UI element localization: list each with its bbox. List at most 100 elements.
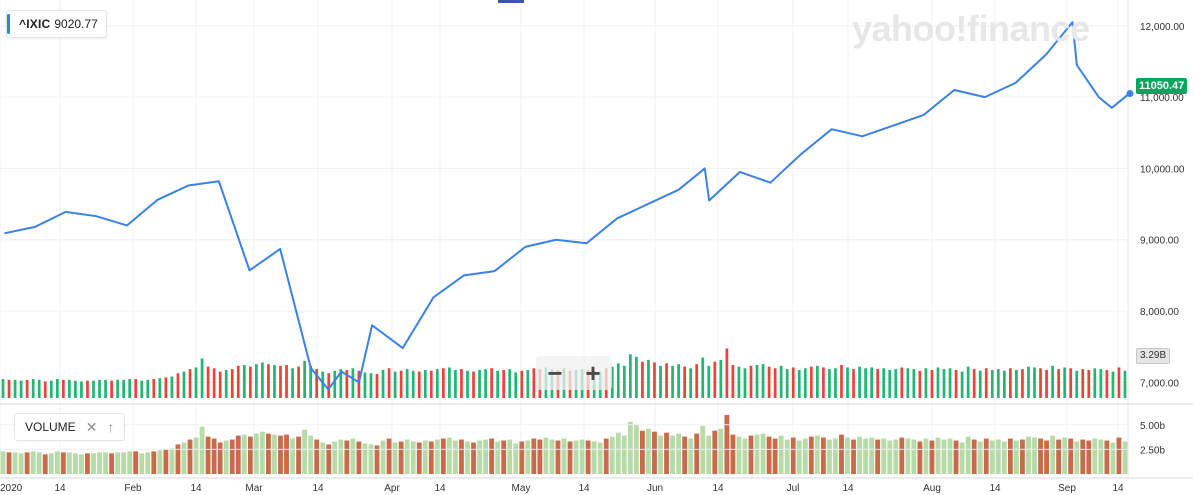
yahoo-finance-logo: yahoo!finance bbox=[852, 8, 1090, 49]
volume-bar bbox=[1038, 438, 1043, 474]
overlay-volume-bar bbox=[876, 369, 880, 398]
volume-bar bbox=[971, 439, 977, 474]
volume-bar bbox=[211, 438, 217, 474]
volume-bar bbox=[446, 437, 452, 474]
close-icon[interactable]: ✕ bbox=[85, 418, 98, 435]
volume-label: VOLUME bbox=[25, 420, 76, 434]
zoom-controls[interactable]: − + bbox=[536, 356, 612, 390]
volume-bar bbox=[253, 433, 259, 474]
volume-bar bbox=[109, 453, 115, 474]
overlay-volume-bar bbox=[1063, 367, 1067, 398]
overlay-volume-bar bbox=[610, 366, 614, 398]
overlay-volume-bar bbox=[411, 370, 415, 398]
series-legend[interactable]: ^IXIC 9020.77 bbox=[6, 10, 107, 38]
arrow-up-icon[interactable]: ↑ bbox=[107, 419, 115, 435]
x-tick-label: Sep bbox=[1058, 483, 1076, 494]
volume-bar bbox=[157, 450, 163, 474]
volume-bar bbox=[1074, 441, 1080, 474]
overlay-volume-bar bbox=[653, 362, 656, 398]
overlay-volume-bar bbox=[1093, 368, 1097, 398]
overlay-volume-bar bbox=[996, 369, 1000, 398]
volume-bar bbox=[145, 452, 151, 474]
volume-bar bbox=[386, 438, 392, 474]
volume-bar bbox=[567, 441, 573, 474]
volume-bar bbox=[0, 451, 6, 474]
volume-bar bbox=[314, 439, 320, 474]
overlay-volume-bar bbox=[86, 380, 89, 398]
volume-bar bbox=[501, 440, 507, 474]
overlay-volume-bar bbox=[472, 371, 475, 398]
volume-bar bbox=[603, 438, 609, 474]
overlay-volume-bar bbox=[25, 379, 29, 398]
volume-bar bbox=[724, 414, 730, 474]
overlay-volume-bar bbox=[212, 368, 216, 398]
volume-bar bbox=[350, 438, 356, 474]
volume-bar bbox=[627, 421, 633, 474]
volume-bar bbox=[851, 439, 856, 474]
volume-bar bbox=[30, 451, 36, 474]
volume-bar bbox=[1098, 439, 1104, 474]
overlay-volume-bar bbox=[852, 369, 855, 398]
overlay-volume-bar bbox=[532, 368, 536, 398]
volume-bar bbox=[983, 438, 989, 474]
volume-indicator-chip[interactable]: VOLUME ✕ ↑ bbox=[14, 413, 126, 441]
x-tick-label: 14 bbox=[54, 483, 66, 494]
volume-bar bbox=[344, 440, 350, 474]
overlay-volume-bar bbox=[797, 369, 801, 398]
volume-bar bbox=[440, 438, 446, 474]
volume-bar bbox=[561, 438, 567, 474]
x-tick-label: 14 bbox=[190, 483, 202, 494]
overlay-volume-bar bbox=[484, 369, 487, 398]
volume-bar bbox=[869, 437, 875, 474]
overlay-volume-bar bbox=[236, 365, 240, 398]
zoom-out-button[interactable]: − bbox=[547, 358, 563, 388]
volume-bar bbox=[54, 451, 60, 474]
volume-bar bbox=[658, 435, 663, 474]
overlay-volume-bar bbox=[514, 372, 518, 398]
volume-bar bbox=[609, 436, 615, 474]
x-tick-label: 14 bbox=[989, 483, 1001, 494]
overlay-volume-bar bbox=[405, 369, 409, 398]
volume-bar bbox=[736, 436, 742, 474]
volume-bar bbox=[917, 441, 923, 474]
overlay-volume-bar bbox=[924, 368, 928, 398]
volume-bar bbox=[640, 430, 645, 474]
volume-bar bbox=[483, 439, 488, 474]
overlay-volume-bar bbox=[647, 360, 650, 398]
volume-bar bbox=[881, 438, 887, 474]
x-tick-label: 14 bbox=[312, 483, 324, 494]
overlay-volume-bar bbox=[677, 364, 680, 398]
last-volume-tag: 3.29B bbox=[1136, 348, 1171, 364]
overlay-volume-bar bbox=[906, 368, 910, 398]
overlay-volume-bar bbox=[345, 369, 349, 398]
overlay-volume-bar bbox=[936, 367, 940, 398]
overlay-volume-bar bbox=[134, 379, 138, 398]
overlay-volume-bar bbox=[43, 381, 47, 398]
volume-bar bbox=[495, 441, 501, 474]
overlay-volume-bar bbox=[1051, 365, 1054, 398]
volume-bar bbox=[368, 444, 374, 474]
overlay-volume-bar bbox=[990, 369, 994, 398]
overlay-volume-bar bbox=[803, 368, 807, 398]
overlay-volume-bar bbox=[858, 366, 861, 398]
volume-bar bbox=[422, 440, 428, 474]
volume-bar bbox=[308, 435, 314, 474]
volume-bar bbox=[338, 439, 344, 474]
volume-bar bbox=[459, 439, 464, 474]
volume-bar bbox=[911, 439, 917, 474]
volume-bar bbox=[247, 436, 253, 474]
x-tick-label: Jul bbox=[787, 483, 800, 494]
overlay-volume-bar bbox=[435, 369, 439, 398]
overlay-volume-bar bbox=[13, 379, 17, 398]
series-color-swatch bbox=[7, 14, 10, 34]
volume-bar bbox=[808, 436, 814, 474]
overlay-volume-bar bbox=[387, 368, 391, 398]
overlay-volume-bar bbox=[1039, 368, 1042, 398]
volume-bar bbox=[1020, 439, 1025, 474]
zoom-in-button[interactable]: + bbox=[585, 358, 601, 388]
volume-bar bbox=[133, 451, 139, 474]
volume-bar bbox=[465, 441, 470, 474]
overlay-volume-bar bbox=[74, 380, 77, 398]
volume-bar bbox=[790, 437, 796, 474]
